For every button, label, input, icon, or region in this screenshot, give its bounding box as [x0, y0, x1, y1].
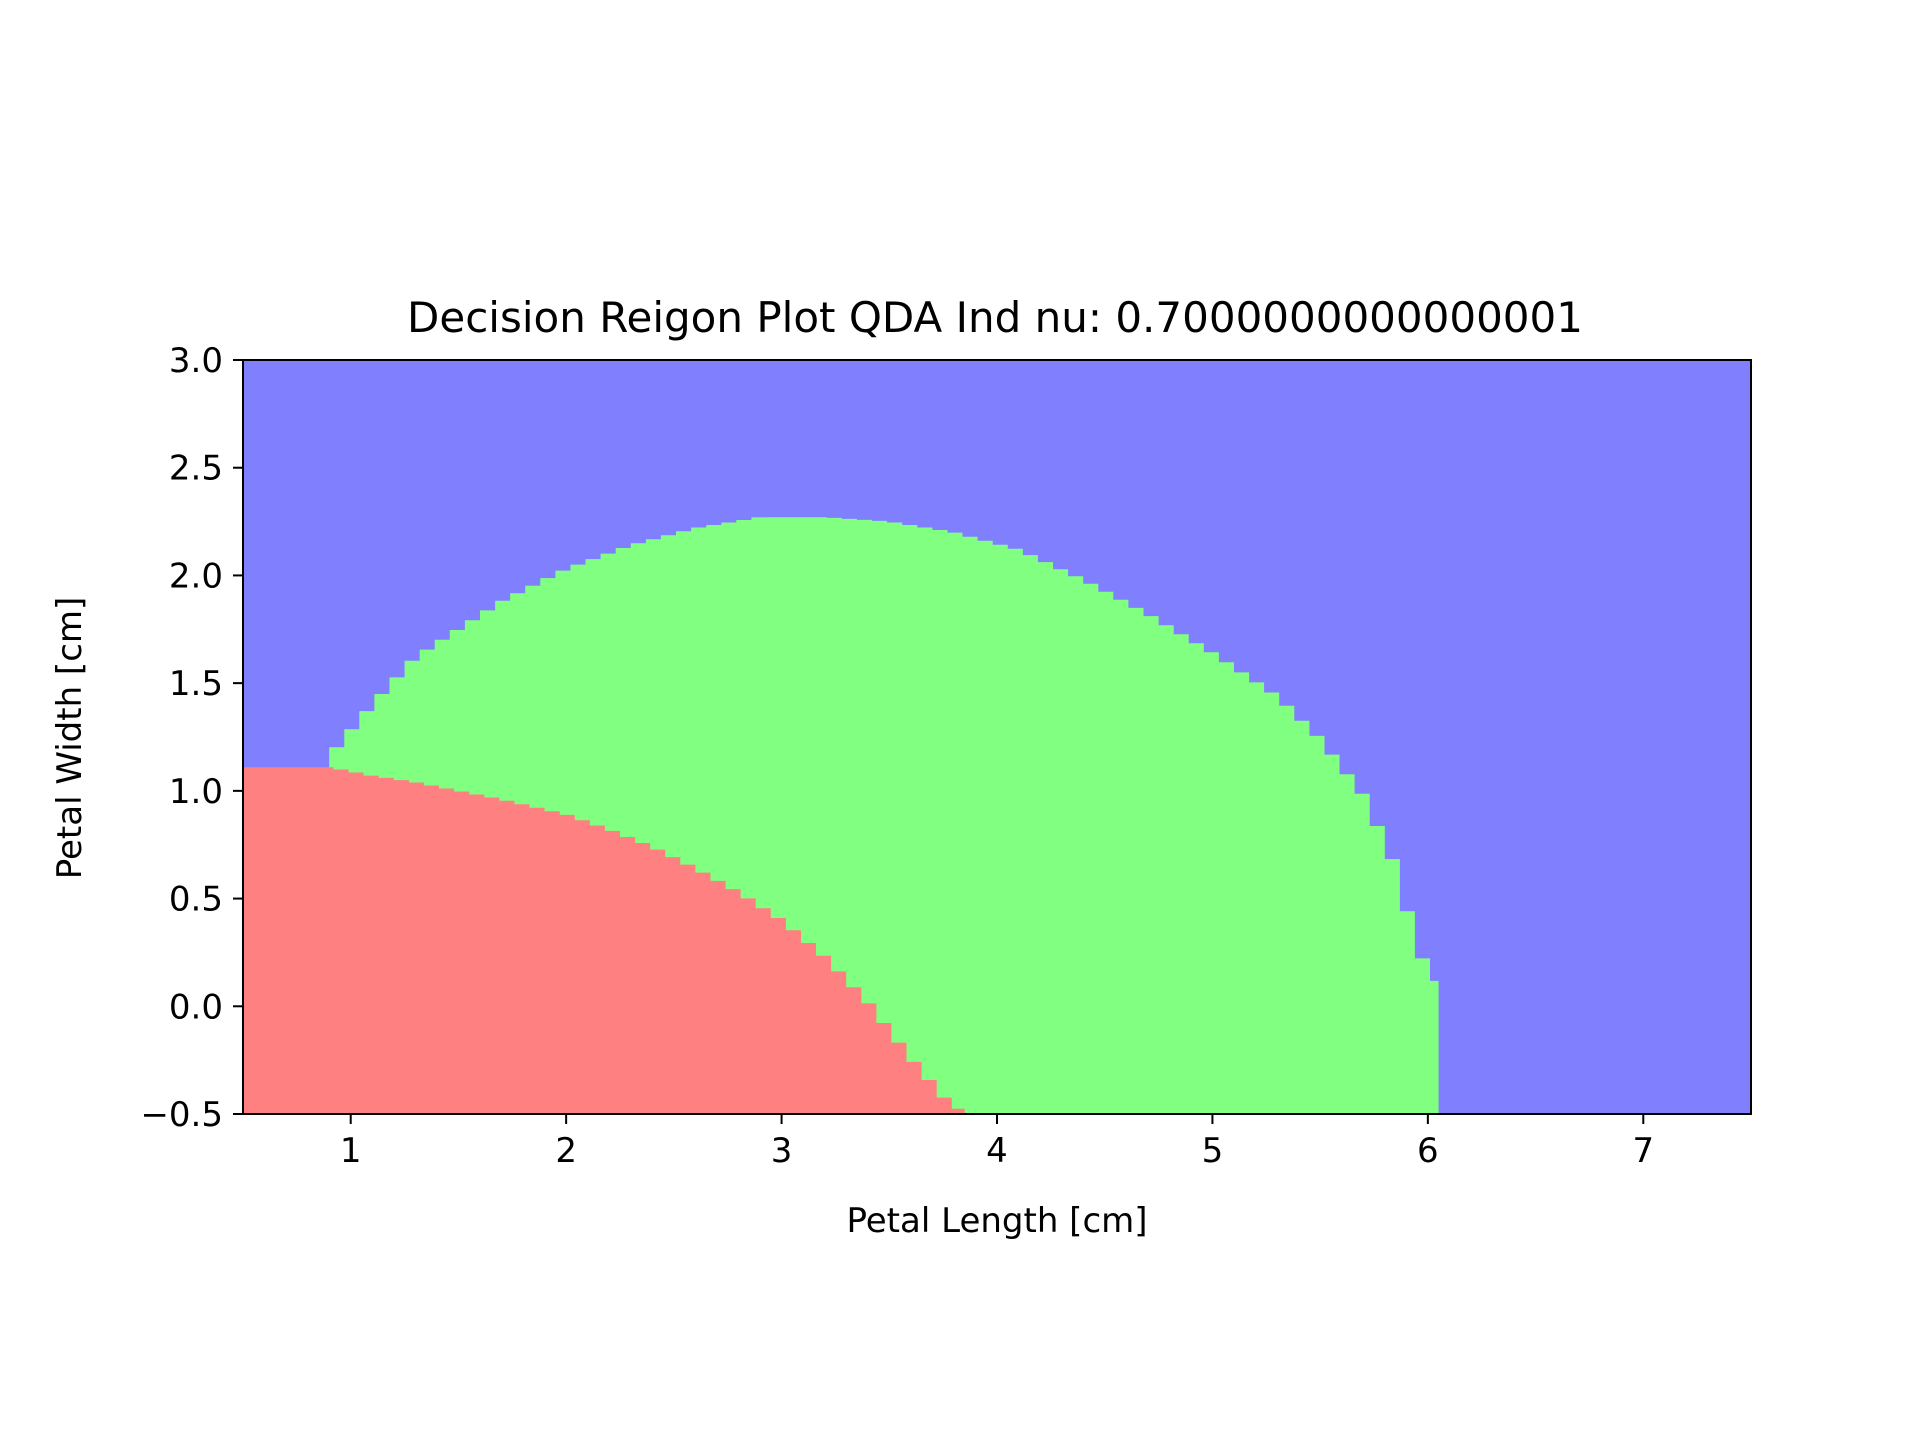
y-tick-label: 2.0 — [169, 556, 223, 596]
y-tick-label: 2.5 — [169, 449, 223, 489]
x-tick-label: 2 — [555, 1131, 577, 1171]
y-axis-label: Petal Width [cm] — [50, 597, 90, 880]
x-axis-label: Petal Length [cm] — [846, 1201, 1147, 1241]
x-tick-label: 6 — [1417, 1131, 1439, 1171]
x-tick-label: 1 — [340, 1131, 362, 1171]
x-tick-label: 7 — [1632, 1131, 1654, 1171]
region-red — [243, 767, 965, 1114]
x-tick-label: 5 — [1202, 1131, 1224, 1171]
x-axis: 1 2 3 4 5 6 7 — [340, 1114, 1654, 1171]
y-tick-label: 0.0 — [169, 987, 223, 1027]
plot-area — [243, 360, 1751, 1114]
y-tick-label: 1.0 — [169, 772, 223, 812]
chart-title: Decision Reigon Plot QDA Ind nu: 0.70000… — [407, 293, 1583, 342]
y-tick-label: 0.5 — [169, 880, 223, 920]
y-tick-label: −0.5 — [140, 1095, 223, 1135]
y-tick-label: 1.5 — [169, 664, 223, 704]
y-tick-label: 3.0 — [169, 341, 223, 381]
y-axis: −0.5 0.0 0.5 1.0 1.5 2.0 2.5 3.0 — [140, 341, 243, 1135]
x-tick-label: 3 — [771, 1131, 793, 1171]
x-tick-label: 4 — [986, 1131, 1008, 1171]
